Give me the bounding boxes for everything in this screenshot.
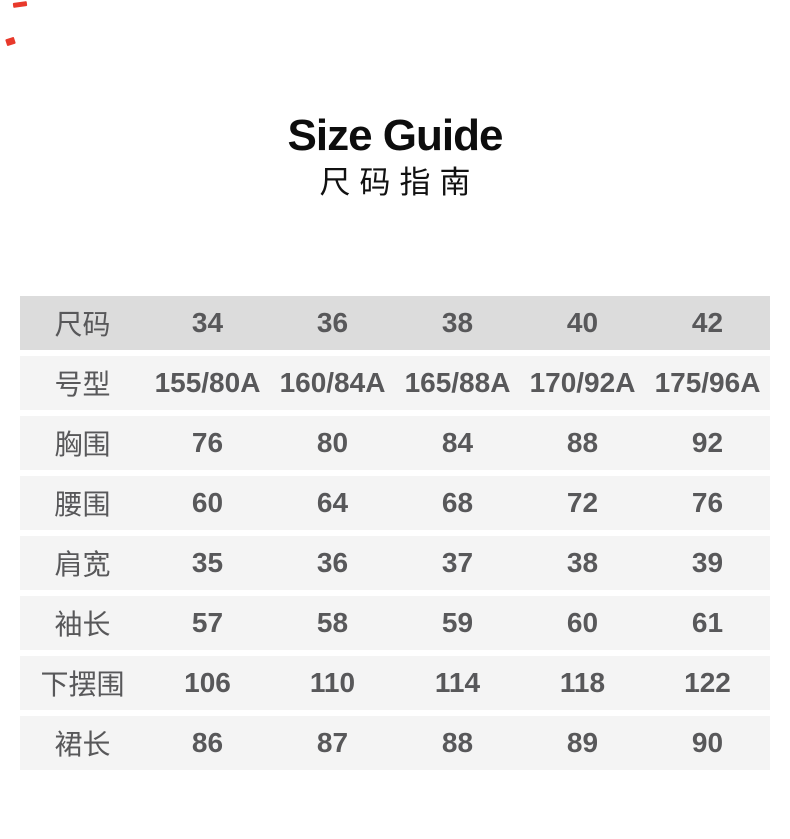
row-label-cell: 胸围	[54, 429, 111, 460]
size-value-cell: 110	[309, 667, 356, 698]
size-value-cell: 80	[316, 427, 349, 458]
row-label-cell: 肩宽	[54, 549, 111, 580]
size-value-cell: 87	[316, 727, 349, 758]
size-value-cell: 76	[191, 427, 224, 458]
size-value-cell: 35	[191, 547, 224, 578]
row-label-cell: 尺码	[54, 309, 111, 340]
page-subtitle: 尺码指南	[319, 165, 480, 200]
size-value-cell: 72	[566, 487, 599, 518]
table-row: 裙长 86 87 88 89 90	[20, 716, 770, 770]
size-value-cell: 170/92A	[529, 367, 636, 398]
size-value-cell: 36	[316, 547, 349, 578]
size-value-cell: 88	[441, 727, 474, 758]
size-value-cell: 92	[691, 427, 724, 458]
table-row: 下摆围 106 110 114 118 122	[20, 656, 770, 710]
size-value-cell: 118	[559, 667, 606, 698]
size-value-cell: 60	[566, 607, 599, 638]
size-value-cell: 64	[316, 487, 349, 518]
row-label-cell: 腰围	[54, 489, 111, 520]
size-guide-header: Size Guide 尺码指南	[0, 0, 790, 201]
size-value-cell: 34	[191, 307, 224, 338]
table-row: 号型 155/80A 160/84A 165/88A 170/92A 175/9…	[20, 356, 770, 410]
size-value-cell: 59	[441, 607, 474, 638]
table-row: 腰围 60 64 68 72 76	[20, 476, 770, 530]
table-row: 胸围 76 80 84 88 92	[20, 416, 770, 470]
size-value-cell: 58	[316, 607, 349, 638]
size-value-cell: 86	[191, 727, 224, 758]
table-row: 袖长 57 58 59 60 61	[20, 596, 770, 650]
row-label-cell: 号型	[54, 369, 111, 400]
size-value-cell: 90	[691, 727, 724, 758]
size-value-cell: 106	[184, 667, 231, 698]
size-value-cell: 36	[316, 307, 349, 338]
table-header-row: 尺码 34 36 38 40 42	[20, 296, 770, 350]
size-value-cell: 76	[691, 487, 724, 518]
size-value-cell: 40	[566, 307, 599, 338]
size-value-cell: 38	[566, 547, 599, 578]
size-value-cell: 61	[691, 607, 724, 638]
size-value-cell: 60	[191, 487, 224, 518]
size-value-cell: 165/88A	[404, 367, 511, 398]
size-value-cell: 38	[441, 307, 474, 338]
size-value-cell: 39	[691, 547, 724, 578]
size-value-cell: 114	[434, 667, 481, 698]
size-value-cell: 160/84A	[279, 367, 386, 398]
size-value-cell: 89	[566, 727, 599, 758]
size-value-cell: 68	[441, 487, 474, 518]
size-value-cell: 84	[441, 427, 474, 458]
row-label-cell: 下摆围	[40, 669, 125, 700]
row-label-cell: 裙长	[54, 729, 111, 760]
size-value-cell: 37	[441, 547, 474, 578]
size-value-cell: 175/96A	[654, 367, 761, 398]
row-label-cell: 袖长	[54, 609, 111, 640]
size-value-cell: 88	[566, 427, 599, 458]
table-row: 肩宽 35 36 37 38 39	[20, 536, 770, 590]
page-title: Size Guide	[287, 111, 504, 160]
size-value-cell: 57	[191, 607, 224, 638]
size-guide-table: 尺码 34 36 38 40 42 号型 155/80A 160/84A 165…	[20, 296, 770, 770]
size-value-cell: 42	[691, 307, 724, 338]
size-value-cell: 122	[684, 667, 731, 698]
size-value-cell: 155/80A	[154, 367, 261, 398]
